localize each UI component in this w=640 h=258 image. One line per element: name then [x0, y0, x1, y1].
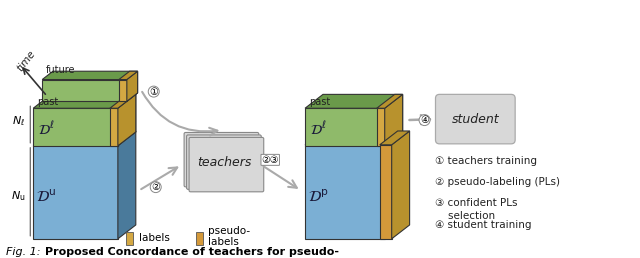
Polygon shape [127, 71, 138, 101]
Text: ③ confident PLs
    selection: ③ confident PLs selection [435, 198, 517, 221]
Polygon shape [119, 71, 138, 79]
Text: $\mathcal{D}^\ell$: $\mathcal{D}^\ell$ [38, 120, 54, 138]
Text: $\mathcal{D}^\mathrm{p}$: $\mathcal{D}^\mathrm{p}$ [308, 188, 328, 205]
Text: time: time [15, 49, 38, 74]
Polygon shape [392, 131, 410, 239]
Text: ②③: ②③ [262, 155, 279, 165]
Text: pseudo-
labels: pseudo- labels [209, 225, 251, 247]
Polygon shape [33, 131, 136, 145]
Polygon shape [33, 145, 118, 239]
Polygon shape [305, 108, 385, 146]
Text: labels: labels [139, 233, 170, 243]
Text: ① teachers training: ① teachers training [435, 156, 536, 166]
Text: past: past [38, 97, 59, 107]
Polygon shape [42, 79, 127, 101]
Text: ②: ② [151, 182, 160, 192]
Polygon shape [110, 108, 118, 146]
Text: $\mathcal{D}^\mathrm{u}$: $\mathcal{D}^\mathrm{u}$ [36, 188, 56, 205]
Polygon shape [385, 94, 403, 146]
Text: future: future [45, 65, 75, 75]
Polygon shape [127, 71, 138, 101]
Polygon shape [119, 79, 127, 101]
Polygon shape [385, 94, 403, 146]
Text: teachers: teachers [196, 156, 251, 169]
FancyBboxPatch shape [184, 132, 259, 187]
Polygon shape [118, 131, 136, 239]
Text: ④: ④ [420, 115, 429, 125]
Text: ② pseudo-labeling (PLs): ② pseudo-labeling (PLs) [435, 177, 559, 187]
FancyBboxPatch shape [187, 135, 261, 189]
Text: Fig. 1:: Fig. 1: [6, 247, 48, 257]
Polygon shape [110, 94, 136, 108]
Polygon shape [305, 145, 385, 239]
Polygon shape [42, 71, 138, 79]
Polygon shape [380, 131, 410, 145]
Polygon shape [196, 232, 202, 245]
Polygon shape [380, 145, 392, 239]
FancyBboxPatch shape [189, 138, 264, 192]
Polygon shape [305, 94, 403, 108]
Polygon shape [33, 94, 136, 108]
Text: $\mathcal{D}^\ell$: $\mathcal{D}^\ell$ [310, 120, 326, 138]
Text: ①: ① [149, 87, 158, 96]
Polygon shape [377, 108, 385, 146]
Text: ④ student training: ④ student training [435, 220, 531, 230]
Text: $N_\ell$: $N_\ell$ [12, 114, 26, 128]
Text: student: student [451, 112, 499, 126]
Text: past: past [309, 97, 331, 107]
Polygon shape [305, 131, 403, 145]
Text: $N_\mathrm{u}$: $N_\mathrm{u}$ [11, 190, 26, 203]
Polygon shape [385, 131, 403, 239]
Text: Proposed Concordance of teachers for pseudo-: Proposed Concordance of teachers for pse… [45, 247, 339, 257]
Polygon shape [126, 232, 133, 245]
Polygon shape [33, 108, 118, 146]
Polygon shape [377, 94, 403, 108]
Polygon shape [118, 94, 136, 146]
FancyBboxPatch shape [435, 94, 515, 144]
Polygon shape [118, 94, 136, 146]
